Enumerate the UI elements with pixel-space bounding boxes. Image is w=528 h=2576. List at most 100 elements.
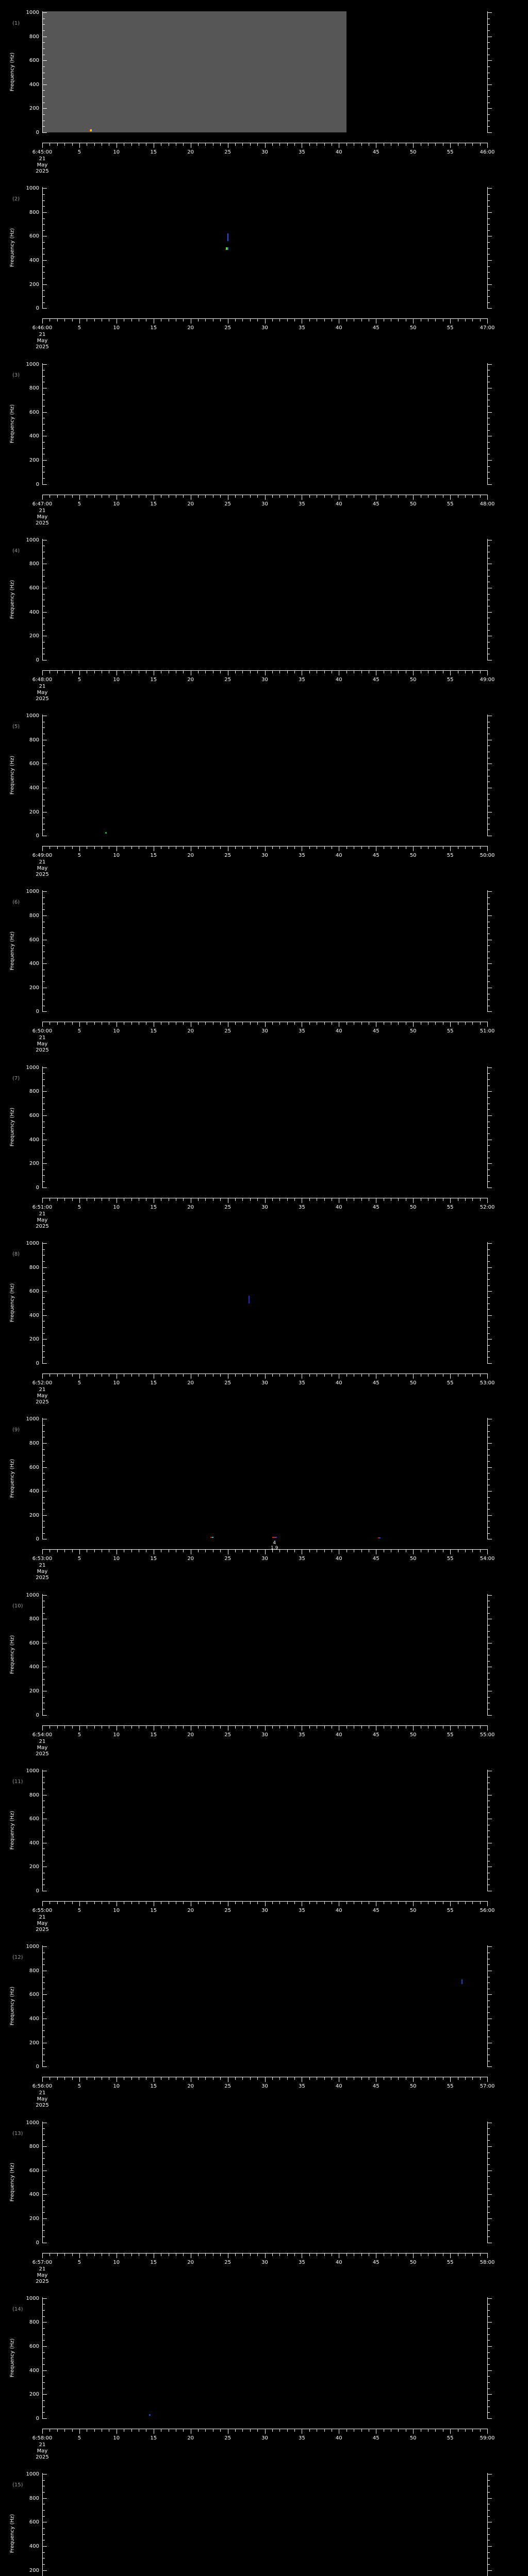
x-tick	[72, 1725, 73, 1728]
date-label: 2025	[36, 872, 49, 878]
date-label: May	[37, 1041, 48, 1047]
x-tick	[205, 2253, 206, 2256]
y-tick	[43, 1425, 45, 1426]
x-tick-label: 15	[150, 501, 157, 507]
y-tick	[488, 218, 490, 219]
x-start-time-label: 6:58:00	[32, 2435, 53, 2441]
y-tick	[488, 260, 492, 261]
panel-index-label: (14)	[12, 2306, 23, 2312]
y-tick	[488, 1357, 490, 1358]
x-tick	[361, 1022, 362, 1025]
x-tick	[294, 495, 295, 498]
x-tick	[398, 319, 399, 322]
x-tick	[205, 1901, 206, 1904]
y-tick	[488, 78, 490, 79]
y-tick-label: 0	[36, 833, 39, 839]
x-tick	[435, 2253, 436, 2256]
y-tick	[488, 248, 490, 249]
y-axis-title: Frequency (Hz)	[9, 755, 15, 795]
y-tick	[488, 2534, 490, 2535]
x-tick	[42, 319, 43, 324]
x-tick-label: 5	[77, 149, 81, 155]
y-tick	[488, 1267, 492, 1268]
x-tick	[198, 1550, 199, 1553]
x-tick-label: 20	[187, 2259, 194, 2265]
x-tick	[131, 1022, 132, 1025]
x-tick	[450, 2253, 451, 2258]
y-tick	[43, 927, 45, 928]
y-tick	[43, 2030, 45, 2031]
x-tick	[294, 319, 295, 322]
date-label: May	[37, 2272, 48, 2278]
x-tick	[346, 319, 347, 322]
x-tick	[220, 2077, 221, 2080]
x-tick	[72, 2253, 73, 2256]
y-tick-label: 0	[36, 1009, 39, 1015]
x-tick-label: 20	[187, 2435, 194, 2441]
x-axis	[42, 1725, 488, 1726]
x-end-time-label: 53:00	[480, 1380, 495, 1386]
y-tick	[488, 2546, 492, 2547]
x-tick	[42, 1198, 43, 1203]
x-tick	[465, 1550, 466, 1553]
x-tick	[361, 319, 362, 322]
y-tick	[43, 1115, 47, 1116]
y-tick	[43, 206, 45, 207]
x-tick	[465, 670, 466, 673]
x-tick	[205, 143, 206, 146]
x-tick	[131, 1550, 132, 1553]
x-tick-label: 30	[261, 1732, 268, 1738]
y-tick	[43, 2516, 45, 2517]
y-tick-label: 600	[29, 937, 39, 943]
y-tick-label: 0	[36, 1888, 39, 1894]
x-tick	[94, 1550, 95, 1553]
x-tick-label: 15	[150, 2435, 157, 2441]
x-tick-label: 10	[113, 501, 120, 507]
x-tick	[398, 1550, 399, 1553]
x-tick	[250, 2077, 251, 2080]
x-tick	[465, 1022, 466, 1025]
plot-area	[42, 363, 487, 484]
y-tick-label: 0	[36, 657, 39, 663]
x-tick	[287, 1374, 288, 1377]
x-tick	[287, 670, 288, 673]
x-tick	[257, 1725, 258, 1728]
x-tick	[450, 670, 451, 675]
x-tick	[279, 143, 280, 146]
y-tick	[488, 2128, 490, 2129]
spectrogram-panel: (1) Frequency (Hz) 0 200 400 600 800 1000 5 10 15 2…	[0, 0, 528, 176]
y-tick	[488, 1425, 490, 1426]
y-tick-label: 0	[36, 2064, 39, 2070]
y-axis-right	[487, 1242, 488, 1364]
y-tick	[488, 224, 490, 225]
x-tick	[279, 846, 280, 850]
x-tick-label: 25	[224, 1556, 231, 1562]
y-tick	[488, 132, 492, 133]
x-tick	[79, 670, 80, 675]
x-tick	[450, 846, 451, 852]
x-tick	[487, 1725, 488, 1731]
y-tick-label: 1000	[26, 537, 39, 543]
y-tick-label: 600	[29, 409, 39, 415]
x-tick	[324, 1198, 325, 1201]
y-tick	[488, 394, 490, 395]
x-tick	[250, 2253, 251, 2256]
x-tick	[480, 1901, 481, 1904]
y-tick	[488, 1163, 492, 1164]
x-tick	[450, 1901, 451, 1906]
y-tick	[43, 308, 47, 309]
x-tick	[220, 143, 221, 146]
x-tick	[324, 1374, 325, 1377]
y-tick-label: 800	[29, 209, 39, 215]
date-label: May	[37, 1217, 48, 1223]
y-tick	[488, 272, 490, 273]
x-end-time-label: 46:00	[480, 149, 495, 155]
x-tick	[465, 319, 466, 322]
x-tick	[309, 495, 310, 498]
x-tick	[450, 143, 451, 148]
y-tick	[488, 278, 490, 279]
y-tick	[488, 2176, 490, 2177]
x-tick	[346, 495, 347, 498]
date-label: 2025	[36, 1926, 49, 1933]
y-tick-label: 0	[36, 1712, 39, 1718]
